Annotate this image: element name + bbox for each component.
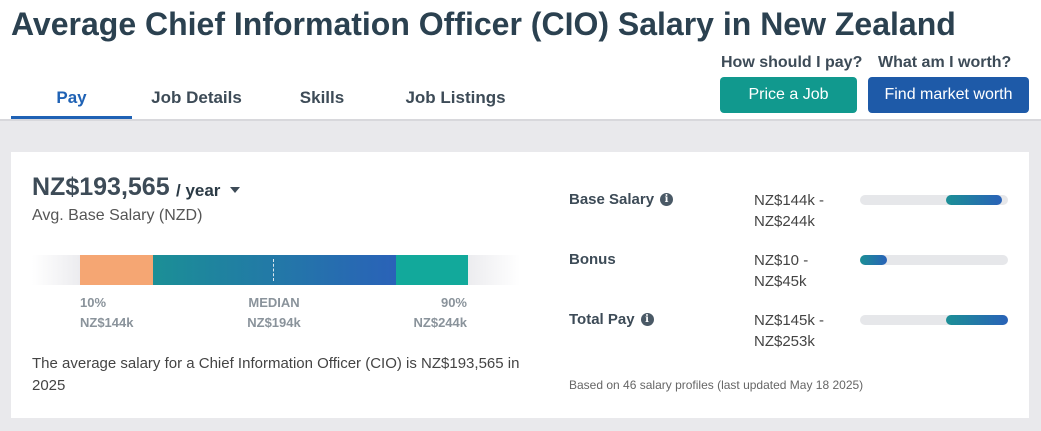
- total-pay-range-low: NZ$145k -: [754, 312, 825, 329]
- bonus-label: Bonus: [569, 251, 616, 268]
- avg-salary-value: NZ$193,565: [32, 173, 170, 201]
- median-title: MEDIAN: [248, 295, 300, 310]
- bonus-range-fill: [860, 255, 887, 265]
- bonus-range-track: [860, 255, 1008, 265]
- info-icon[interactable]: i: [660, 193, 674, 206]
- salary-summary: The average salary for a Chief Informati…: [32, 355, 520, 394]
- avg-salary-label: Avg. Base Salary (NZD): [32, 207, 203, 224]
- p90-value: NZ$244k: [413, 315, 467, 330]
- base-salary-text: Base Salary: [569, 191, 655, 208]
- p10-label: 10% NZ$144k: [80, 293, 133, 333]
- p10-percent: 10%: [80, 295, 107, 310]
- base-salary-range-fill: [945, 195, 1003, 205]
- find-market-worth-button[interactable]: Find market worth: [868, 77, 1029, 113]
- base-salary-range-low: NZ$144k -: [754, 192, 825, 209]
- median-marker: [273, 259, 274, 281]
- worth-prompt: What am I worth?: [878, 54, 1012, 71]
- median-value: NZ$194k: [247, 315, 301, 330]
- total-pay-text: Total Pay: [569, 311, 635, 328]
- price-prompt: How should I pay?: [721, 54, 863, 71]
- tab-skills[interactable]: Skills: [299, 88, 345, 107]
- bar-fade-left: [32, 255, 80, 285]
- active-tab-indicator: [11, 116, 132, 119]
- page-title: Average Chief Information Officer (CIO) …: [11, 6, 956, 42]
- median-label: MEDIAN NZ$194k: [224, 293, 324, 333]
- tab-job-listings[interactable]: Job Listings: [405, 88, 506, 107]
- base-salary-label: Base Salary i: [569, 191, 674, 208]
- bar-fade-right: [468, 255, 520, 285]
- bonus-range: NZ$10 - NZ$45k: [754, 250, 854, 292]
- total-pay-range-high: NZ$253k: [754, 333, 815, 350]
- salary-card: NZ$193,565 / year Avg. Base Salary (NZD)…: [11, 152, 1029, 418]
- median-segment: [153, 255, 396, 285]
- info-icon[interactable]: i: [640, 313, 654, 326]
- total-pay-range-fill: [945, 315, 1008, 325]
- p10-value: NZ$144k: [80, 315, 134, 330]
- base-salary-range-high: NZ$244k: [754, 213, 815, 230]
- p90-percent: 90%: [440, 295, 467, 310]
- total-pay-range: NZ$145k - NZ$253k: [754, 310, 854, 352]
- total-pay-range-track: [860, 315, 1008, 325]
- bonus-text: Bonus: [569, 251, 616, 268]
- salary-footnote: Based on 46 salary profiles (last update…: [569, 378, 864, 392]
- bonus-range-low: NZ$10 -: [754, 252, 809, 269]
- pay-period-selector[interactable]: / year: [176, 181, 221, 200]
- p10-segment: [80, 255, 153, 285]
- tab-pay[interactable]: Pay: [56, 88, 87, 107]
- salary-range-bar: [32, 255, 520, 285]
- chevron-down-icon[interactable]: [230, 187, 240, 193]
- p90-label: 90% NZ$244k: [367, 293, 467, 333]
- p90-segment: [396, 255, 469, 285]
- base-salary-range-track: [860, 195, 1008, 205]
- total-pay-label: Total Pay i: [569, 311, 654, 328]
- tab-bar: Pay Job Details Skills Job Listings: [11, 78, 641, 120]
- base-salary-range: NZ$144k - NZ$244k: [754, 190, 854, 232]
- price-a-job-button[interactable]: Price a Job: [720, 77, 857, 113]
- bonus-range-high: NZ$45k: [754, 273, 807, 290]
- tab-job-details[interactable]: Job Details: [151, 88, 242, 107]
